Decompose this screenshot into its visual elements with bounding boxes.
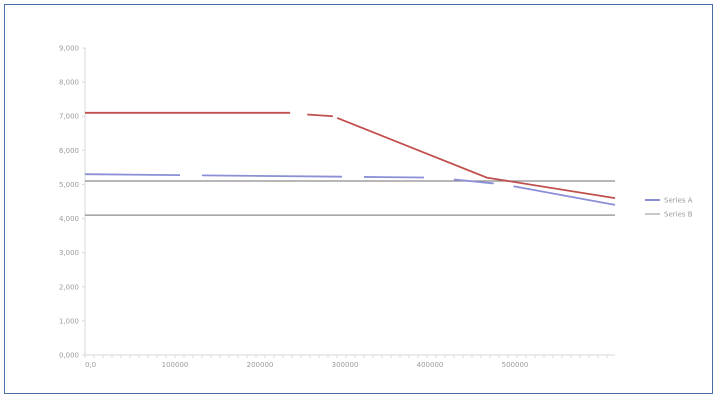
y-tick-label: 3,000 [59, 249, 79, 257]
x-tick-label: 500000 [502, 361, 529, 369]
y-tick-label: 2,000 [59, 283, 79, 291]
y-tick-label: 6,000 [59, 147, 79, 155]
chart-frame [4, 4, 713, 394]
x-tick-label: 0,0 [85, 361, 96, 369]
x-tick-label: 100000 [162, 361, 189, 369]
y-tick-label: 1,000 [59, 317, 79, 325]
series-group [84, 111, 616, 206]
y-tick-label: 5,000 [59, 181, 79, 189]
series-b-line [84, 173, 616, 206]
y-tick-label: 4,000 [59, 215, 79, 223]
legend: Series A Series B [645, 197, 693, 219]
y-axis: 0,000 1,000 2,000 3,000 4,000 5,000 6,000 7,000… [59, 45, 86, 360]
series-a-line [307, 113, 333, 118]
x-tick-label: 300000 [332, 361, 359, 369]
x-tick-label: 200000 [247, 361, 274, 369]
x-tick-label: 400000 [417, 361, 444, 369]
x-axis: 0,0 100000 200000 300000 400000 500000 [84, 354, 615, 369]
series-a-line [336, 117, 616, 199]
reference-lines [85, 180, 615, 216]
legend-label: Series A [664, 197, 693, 205]
y-tick-label: 0,000 [59, 352, 79, 360]
y-tick-label: 7,000 [59, 113, 79, 121]
legend-label: Series B [664, 211, 693, 219]
y-tick-label: 8,000 [59, 79, 79, 87]
y-tick-label: 9,000 [59, 45, 79, 53]
